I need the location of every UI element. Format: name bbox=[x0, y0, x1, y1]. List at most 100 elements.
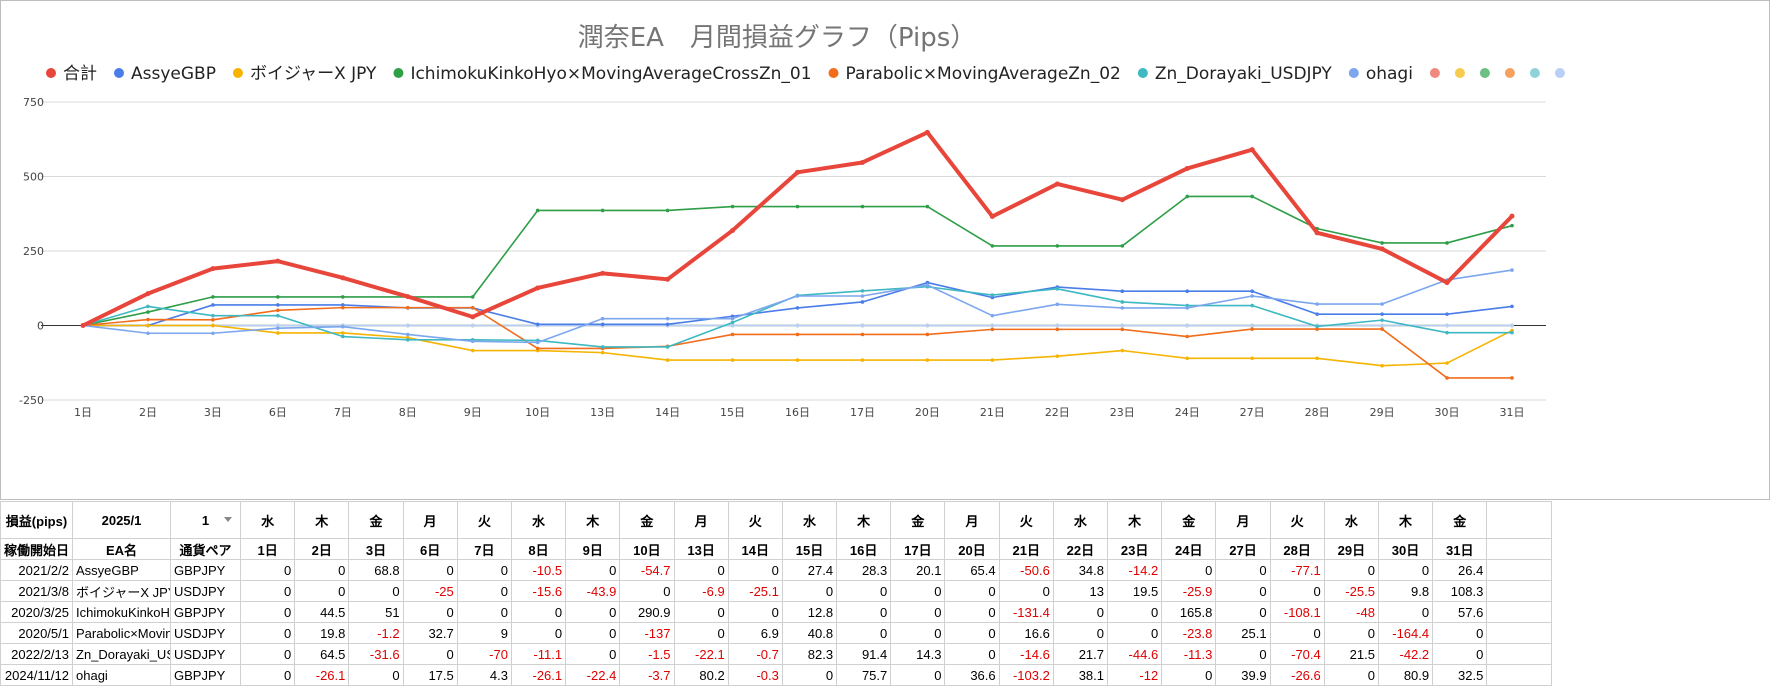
pips-cell[interactable]: -1.5 bbox=[619, 643, 675, 665]
pips-cell[interactable]: 82.3 bbox=[781, 643, 838, 665]
pips-cell[interactable]: 0 bbox=[456, 559, 512, 581]
pips-cell[interactable]: 0 bbox=[1052, 601, 1109, 623]
pips-cell[interactable]: 0 bbox=[348, 664, 404, 686]
pips-cell[interactable]: 6.9 bbox=[727, 622, 783, 644]
pips-cell[interactable]: 28.3 bbox=[836, 559, 892, 581]
pips-cell[interactable]: 0 bbox=[1377, 559, 1434, 581]
pips-cell[interactable]: -137 bbox=[619, 622, 675, 644]
pips-cell[interactable]: 0 bbox=[1161, 559, 1217, 581]
pips-cell[interactable]: -0.7 bbox=[727, 643, 783, 665]
pips-cell[interactable]: 0 bbox=[944, 580, 1000, 602]
pips-cell[interactable]: 0 bbox=[1215, 601, 1271, 623]
pips-cell[interactable]: 0 bbox=[1323, 559, 1379, 581]
pips-cell[interactable]: 4.3 bbox=[456, 664, 512, 686]
pips-cell[interactable]: 0 bbox=[890, 622, 946, 644]
pips-cell[interactable]: 0 bbox=[239, 580, 296, 602]
pips-cell[interactable]: -1.2 bbox=[348, 622, 404, 644]
pips-cell[interactable]: -22.4 bbox=[565, 664, 621, 686]
pips-cell[interactable]: 32.5 bbox=[1432, 664, 1488, 686]
pips-cell[interactable]: 0 bbox=[836, 601, 892, 623]
pips-cell[interactable]: 80.2 bbox=[673, 664, 729, 686]
ea-name-cell[interactable]: IchimokuKinkoHyo×MovingAverageCrossZn_01 bbox=[72, 601, 171, 623]
pips-cell[interactable]: 290.9 bbox=[619, 601, 675, 623]
pips-cell[interactable]: -26.1 bbox=[294, 664, 350, 686]
month-selector[interactable]: 1 bbox=[170, 501, 241, 539]
pips-cell[interactable]: -23.8 bbox=[1161, 622, 1217, 644]
pips-cell[interactable]: 21.7 bbox=[1052, 643, 1109, 665]
start-date-cell[interactable]: 2021/3/8 bbox=[0, 580, 73, 602]
pips-cell[interactable]: 0 bbox=[456, 601, 512, 623]
pips-cell[interactable]: 0 bbox=[510, 601, 567, 623]
pips-cell[interactable]: -25.9 bbox=[1161, 580, 1217, 602]
pips-cell[interactable]: 39.9 bbox=[1215, 664, 1271, 686]
pips-cell[interactable]: -12 bbox=[1106, 664, 1163, 686]
pips-cell[interactable]: 108.3 bbox=[1432, 580, 1488, 602]
pips-cell[interactable]: -15.6 bbox=[510, 580, 567, 602]
pips-cell[interactable]: 0 bbox=[565, 559, 621, 581]
pips-cell[interactable]: 0 bbox=[402, 643, 458, 665]
pips-cell[interactable]: 0 bbox=[239, 559, 296, 581]
pips-cell[interactable]: 14.3 bbox=[890, 643, 946, 665]
pips-cell[interactable]: 0 bbox=[239, 601, 296, 623]
pips-cell[interactable]: -48 bbox=[1323, 601, 1379, 623]
pips-cell[interactable]: -22.1 bbox=[673, 643, 729, 665]
pips-cell[interactable]: -3.7 bbox=[619, 664, 675, 686]
pips-cell[interactable]: 0 bbox=[727, 559, 783, 581]
pips-cell[interactable]: 19.5 bbox=[1106, 580, 1163, 602]
pips-cell[interactable]: 0 bbox=[294, 559, 350, 581]
pips-cell[interactable]: 0 bbox=[1377, 601, 1434, 623]
start-date-cell[interactable]: 2020/3/25 bbox=[0, 601, 73, 623]
pair-cell[interactable]: GBPJPY bbox=[170, 559, 241, 581]
pips-cell[interactable]: 0 bbox=[1215, 580, 1271, 602]
pips-cell[interactable]: 0 bbox=[619, 580, 675, 602]
pips-cell[interactable]: -14.6 bbox=[998, 643, 1054, 665]
pips-cell[interactable]: 0 bbox=[348, 580, 404, 602]
pips-cell[interactable]: 0 bbox=[890, 601, 946, 623]
pips-cell[interactable]: 38.1 bbox=[1052, 664, 1109, 686]
pips-cell[interactable]: 36.6 bbox=[944, 664, 1000, 686]
pips-cell[interactable]: 0 bbox=[294, 580, 350, 602]
pips-cell[interactable]: -25 bbox=[402, 580, 458, 602]
pips-cell[interactable]: 13 bbox=[1052, 580, 1109, 602]
pips-cell[interactable]: 17.5 bbox=[402, 664, 458, 686]
pips-cell[interactable]: 0 bbox=[1106, 622, 1163, 644]
pips-cell[interactable]: 57.6 bbox=[1432, 601, 1488, 623]
pips-cell[interactable]: 0 bbox=[1323, 622, 1379, 644]
ea-name-cell[interactable]: ohagi bbox=[72, 664, 171, 686]
pips-cell[interactable]: -70.4 bbox=[1269, 643, 1325, 665]
pips-cell[interactable]: -14.2 bbox=[1106, 559, 1163, 581]
pips-cell[interactable]: 0 bbox=[1052, 622, 1109, 644]
pips-cell[interactable]: 0 bbox=[402, 559, 458, 581]
pips-cell[interactable]: -44.6 bbox=[1106, 643, 1163, 665]
pips-cell[interactable]: 0 bbox=[1432, 643, 1488, 665]
pips-cell[interactable]: 0 bbox=[944, 601, 1000, 623]
pips-cell[interactable]: 20.1 bbox=[890, 559, 946, 581]
pips-cell[interactable]: 0 bbox=[1269, 580, 1325, 602]
pips-cell[interactable]: -42.2 bbox=[1377, 643, 1434, 665]
pips-cell[interactable]: -25.1 bbox=[727, 580, 783, 602]
pips-cell[interactable]: 0 bbox=[836, 580, 892, 602]
pips-cell[interactable]: 12.8 bbox=[781, 601, 838, 623]
pips-cell[interactable]: -131.4 bbox=[998, 601, 1054, 623]
pips-cell[interactable]: 25.1 bbox=[1215, 622, 1271, 644]
pips-cell[interactable]: 0 bbox=[1215, 559, 1271, 581]
pips-cell[interactable]: 40.8 bbox=[781, 622, 838, 644]
ea-name-cell[interactable]: Parabolic×MovingAverageZn_02 bbox=[72, 622, 171, 644]
pips-cell[interactable]: 0 bbox=[456, 580, 512, 602]
pips-cell[interactable]: -43.9 bbox=[565, 580, 621, 602]
pips-cell[interactable]: 0 bbox=[1106, 601, 1163, 623]
pips-cell[interactable]: 0 bbox=[239, 664, 296, 686]
pips-cell[interactable]: -31.6 bbox=[348, 643, 404, 665]
pips-cell[interactable]: 91.4 bbox=[836, 643, 892, 665]
pips-cell[interactable]: 26.4 bbox=[1432, 559, 1488, 581]
pips-cell[interactable]: -70 bbox=[456, 643, 512, 665]
pips-cell[interactable]: -103.2 bbox=[998, 664, 1054, 686]
pips-cell[interactable]: 16.6 bbox=[998, 622, 1054, 644]
pips-cell[interactable]: 0 bbox=[239, 622, 296, 644]
pips-cell[interactable]: 0 bbox=[781, 664, 838, 686]
pips-cell[interactable]: 0 bbox=[673, 559, 729, 581]
pips-cell[interactable]: 80.9 bbox=[1377, 664, 1434, 686]
pips-cell[interactable]: 0 bbox=[673, 622, 729, 644]
pair-cell[interactable]: USDJPY bbox=[170, 580, 241, 602]
pips-cell[interactable]: 27.4 bbox=[781, 559, 838, 581]
